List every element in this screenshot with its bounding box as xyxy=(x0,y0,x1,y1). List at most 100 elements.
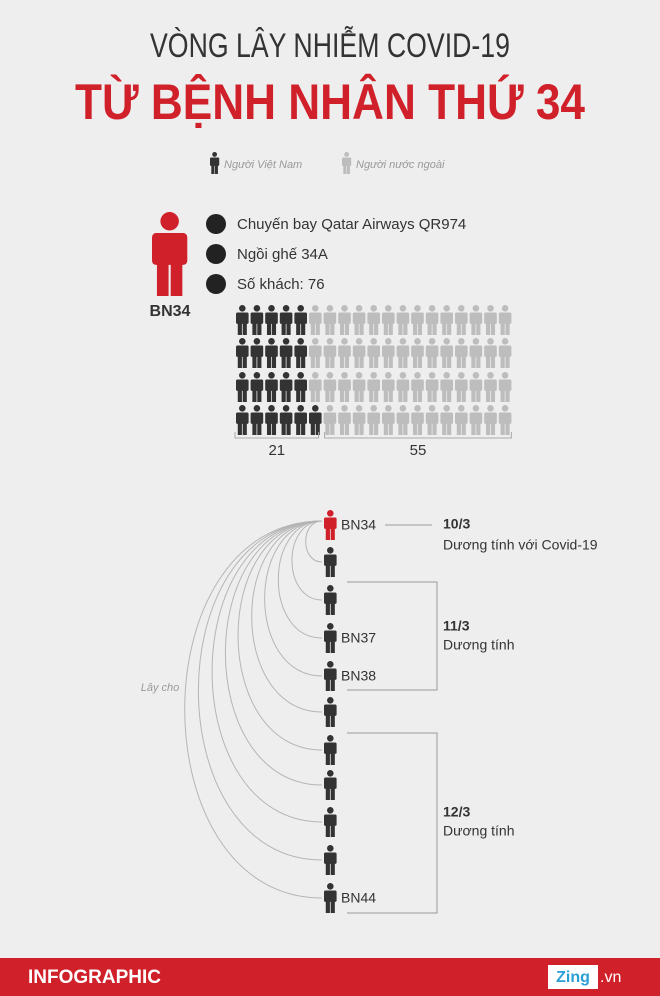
passenger-icon xyxy=(484,372,497,402)
leg xyxy=(447,354,452,368)
bracket xyxy=(347,732,438,914)
head xyxy=(312,405,319,412)
leg xyxy=(310,421,315,435)
torso xyxy=(484,379,497,391)
infection-arc xyxy=(237,520,323,751)
leg xyxy=(315,388,320,402)
leg xyxy=(412,421,418,435)
infection-arc xyxy=(225,520,323,786)
fact-icon xyxy=(206,244,226,264)
leg xyxy=(242,421,247,435)
head xyxy=(414,405,421,412)
leg xyxy=(359,388,364,402)
head xyxy=(414,305,421,312)
leg xyxy=(281,321,286,335)
leg xyxy=(447,421,452,435)
torso xyxy=(236,345,249,357)
passenger-icon xyxy=(323,338,337,368)
torso xyxy=(236,312,249,324)
torso xyxy=(382,412,395,424)
leg xyxy=(476,321,481,335)
leg xyxy=(374,388,379,402)
date: 12/3 xyxy=(443,804,470,820)
leg xyxy=(490,354,496,368)
torso xyxy=(309,312,322,324)
leg xyxy=(359,354,364,368)
passenger-icon xyxy=(455,405,468,435)
head xyxy=(327,697,334,704)
leg xyxy=(325,861,330,875)
leg xyxy=(490,388,496,402)
torso xyxy=(469,312,483,324)
leg xyxy=(271,421,277,435)
leg xyxy=(427,354,432,368)
passenger-icon xyxy=(469,338,483,368)
leg xyxy=(257,321,262,335)
head xyxy=(282,338,290,345)
passenger-icon xyxy=(382,338,395,368)
passenger-icon xyxy=(367,372,380,402)
head xyxy=(443,405,451,412)
leg xyxy=(471,321,476,335)
head xyxy=(399,405,407,412)
leg xyxy=(286,321,291,335)
chain-node xyxy=(324,623,337,653)
head xyxy=(326,338,334,345)
head xyxy=(428,405,436,412)
torso xyxy=(425,379,439,391)
passenger-icon xyxy=(425,372,439,402)
head xyxy=(355,338,363,345)
head xyxy=(344,152,350,157)
leg xyxy=(271,321,277,335)
group-bracket xyxy=(234,432,320,439)
leg xyxy=(266,321,272,335)
passenger-icon xyxy=(352,372,366,402)
leg xyxy=(286,388,291,402)
leg xyxy=(456,388,461,402)
passenger-icon xyxy=(484,305,497,335)
torso xyxy=(265,345,278,357)
leg xyxy=(237,321,242,335)
leg xyxy=(461,321,466,335)
fact-text: Chuyến bay Qatar Airways QR974 xyxy=(237,216,466,233)
torso xyxy=(279,412,293,424)
head xyxy=(282,305,290,312)
torso xyxy=(352,345,366,357)
leg xyxy=(500,321,505,335)
leg xyxy=(296,421,301,435)
passenger-icon xyxy=(323,405,337,435)
annotation: Lây cho xyxy=(141,682,180,694)
passenger-icon xyxy=(367,405,380,435)
leg xyxy=(301,354,306,368)
head xyxy=(355,372,363,379)
chain-node xyxy=(324,661,337,691)
group-count: 21 xyxy=(268,442,285,459)
leg xyxy=(403,321,408,335)
torso xyxy=(367,345,380,357)
leg xyxy=(427,321,432,335)
passenger-icon xyxy=(455,338,468,368)
torso xyxy=(210,157,220,166)
leg xyxy=(330,823,335,837)
infection-arc xyxy=(184,520,323,899)
leg xyxy=(252,354,257,368)
leg xyxy=(388,354,393,368)
leg xyxy=(330,321,335,335)
leg xyxy=(398,321,403,335)
fact-text: Ngồi ghế 34A xyxy=(237,246,328,263)
head xyxy=(501,338,509,345)
passenger-icon xyxy=(236,338,249,368)
leg xyxy=(490,321,496,335)
chain-node xyxy=(324,585,337,615)
torso xyxy=(396,379,410,391)
leg xyxy=(271,388,277,402)
leg xyxy=(330,388,335,402)
head xyxy=(268,338,275,345)
torso xyxy=(265,379,278,391)
leg xyxy=(339,388,345,402)
brand-box xyxy=(548,965,598,989)
leg xyxy=(403,354,408,368)
passenger-icon xyxy=(367,338,380,368)
legend-icon xyxy=(342,152,352,174)
passenger-icon xyxy=(425,305,439,335)
